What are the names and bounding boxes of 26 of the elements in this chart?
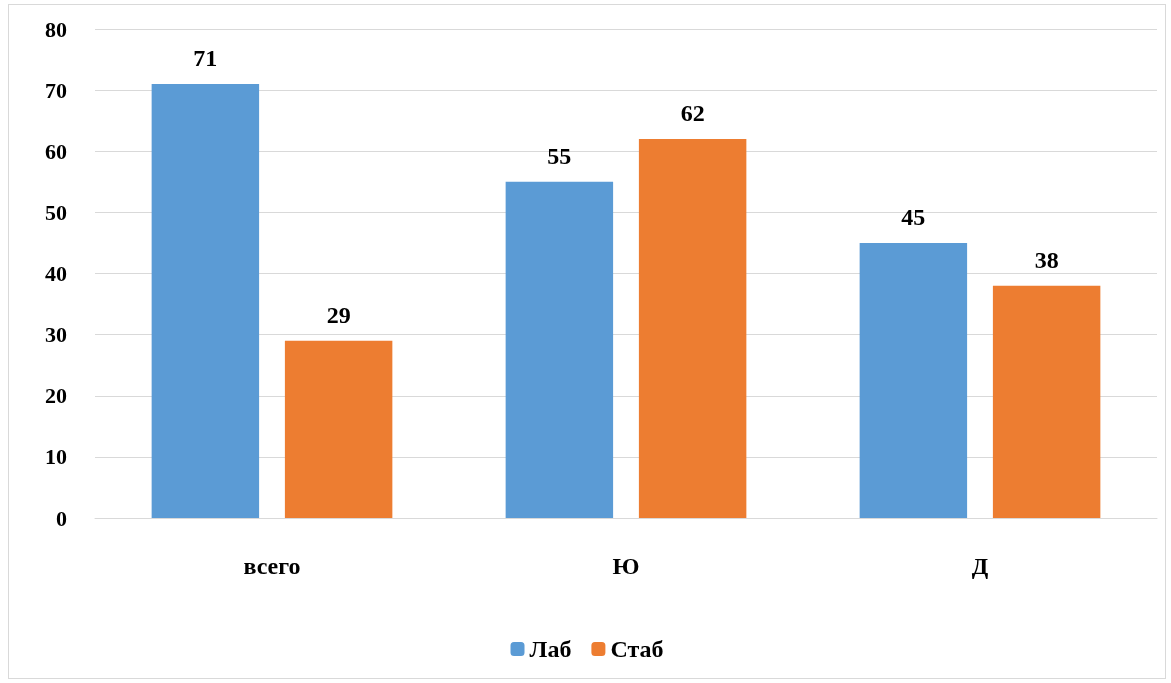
y-tick-label: 50 — [45, 199, 67, 225]
bar — [151, 84, 260, 518]
y-tick-label: 30 — [45, 322, 67, 348]
y-tick-label: 60 — [45, 138, 67, 164]
data-label: 62 — [680, 100, 705, 127]
data-label: 55 — [547, 142, 572, 169]
legend-label: Стаб — [610, 636, 664, 662]
data-label: 71 — [193, 45, 218, 72]
legend-label: Лаб — [529, 636, 572, 662]
data-label: 29 — [326, 301, 351, 328]
data-label: 38 — [1034, 246, 1059, 273]
y-tick-label: 10 — [45, 444, 67, 470]
x-tick-label: всего — [243, 553, 301, 579]
bar — [859, 242, 968, 518]
y-tick-label: 0 — [56, 505, 67, 531]
y-tick-label: 20 — [45, 383, 67, 409]
bar — [505, 181, 614, 518]
bar — [284, 340, 393, 518]
y-tick-label: 70 — [45, 77, 67, 103]
y-tick-label: 40 — [45, 261, 67, 286]
data-label: 45 — [901, 203, 926, 230]
bar — [992, 285, 1101, 518]
y-tick-label: 80 — [45, 16, 67, 42]
bar — [638, 139, 747, 518]
x-tick-label: Ю — [612, 553, 640, 579]
x-tick-label: Д — [971, 553, 989, 579]
